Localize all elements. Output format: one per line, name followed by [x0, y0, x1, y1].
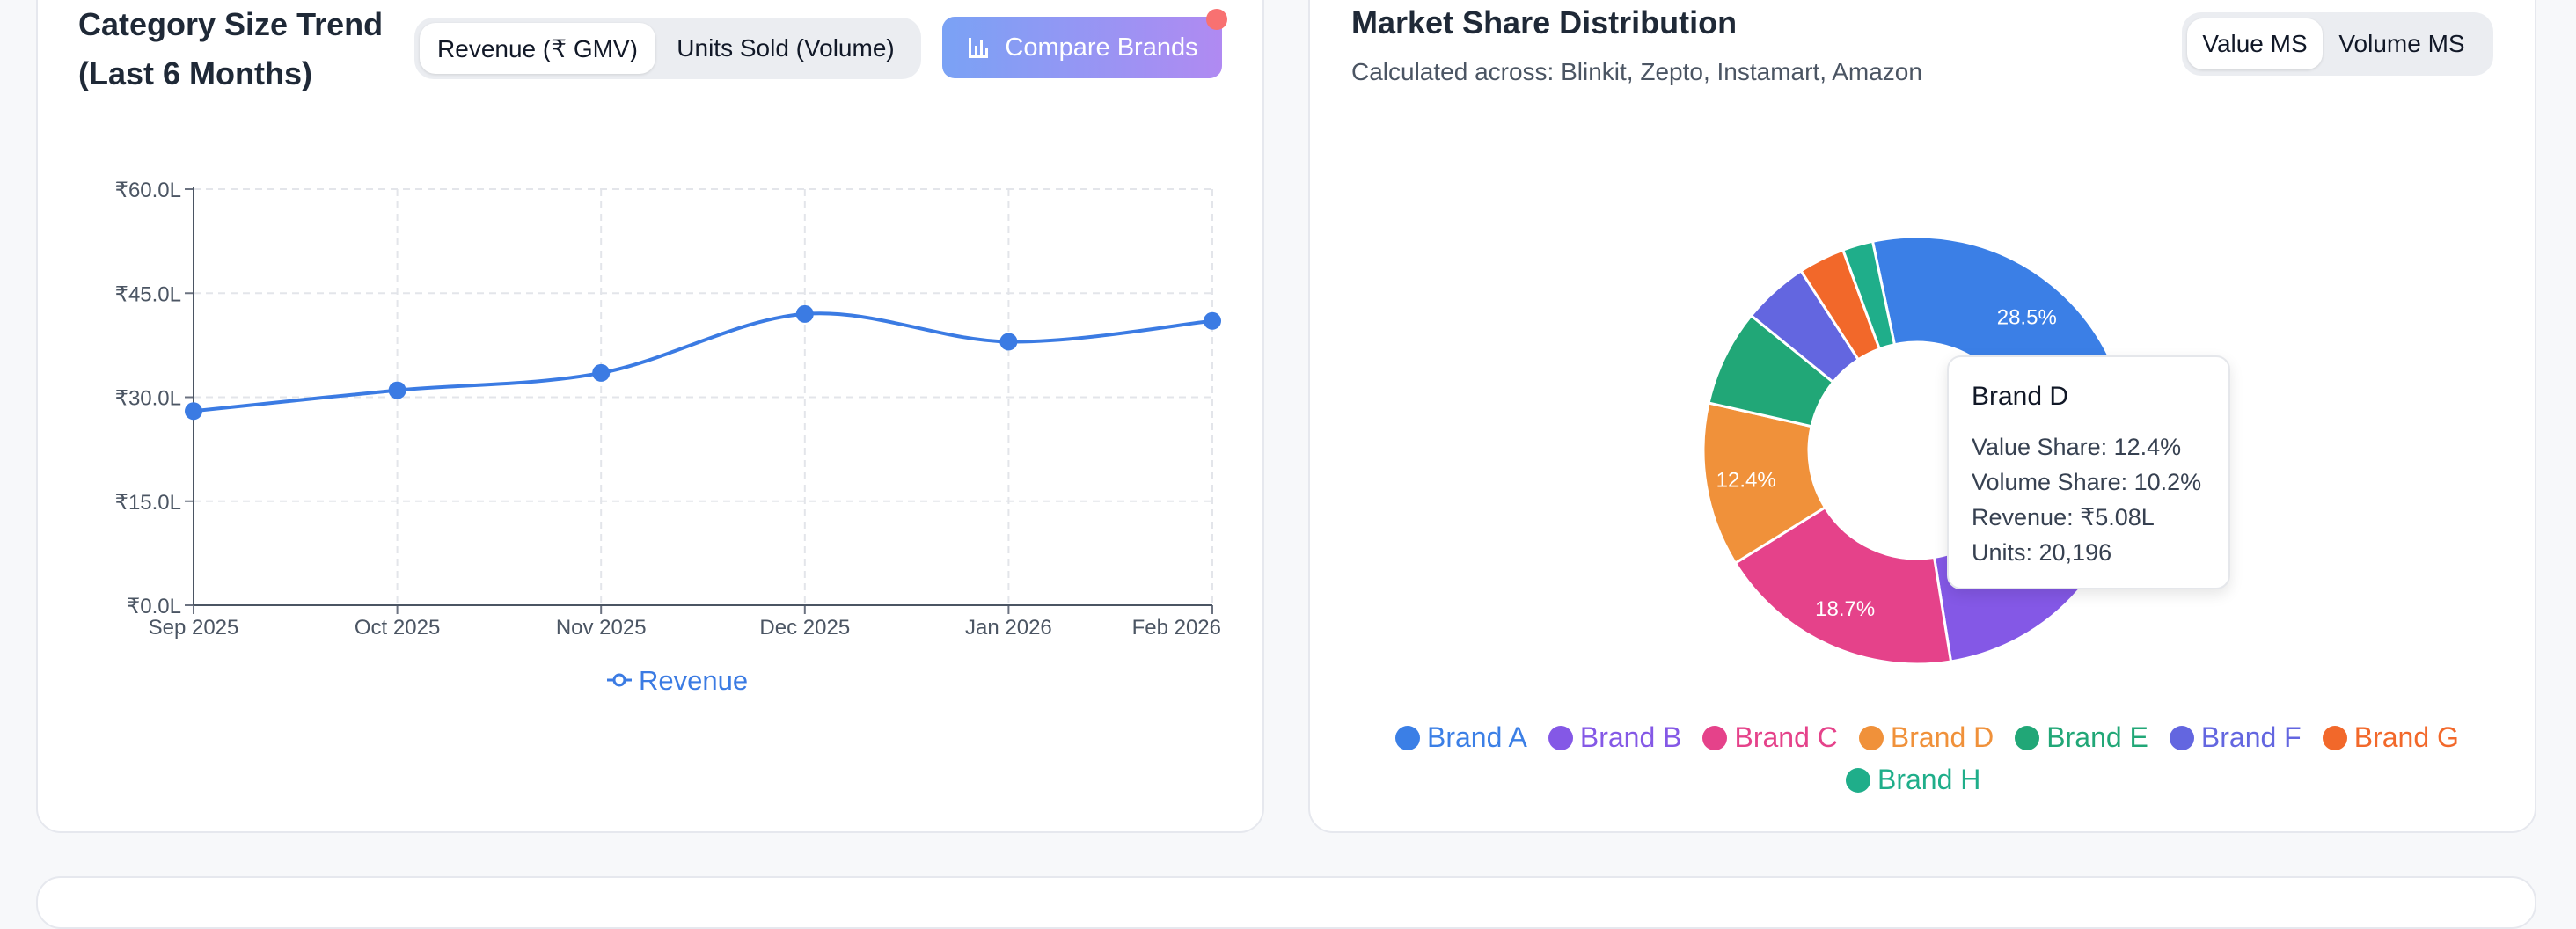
- metric-toggle: Revenue (₹ GMV) Units Sold (Volume): [414, 18, 921, 79]
- revenue-data-point[interactable]: [388, 381, 406, 399]
- x-tick-label: Nov 2025: [556, 616, 647, 640]
- tooltip-value-share: Value Share: 12.4%: [1972, 434, 2182, 460]
- revenue-data-point[interactable]: [795, 304, 814, 323]
- notification-dot: [1206, 9, 1227, 30]
- slice-percent-label: 12.4%: [1716, 468, 1776, 492]
- legend-color-dot: [2169, 725, 2194, 750]
- toggle-revenue[interactable]: Revenue (₹ GMV): [420, 23, 655, 74]
- x-tick-label: Feb 2026: [1132, 616, 1221, 640]
- compare-brands-button[interactable]: Compare Brands: [942, 17, 1222, 78]
- slice-percent-label: 28.5%: [1997, 306, 2057, 330]
- legend-item-brand-f[interactable]: Brand F: [2169, 721, 2302, 754]
- toggle-units[interactable]: Units Sold (Volume): [677, 34, 895, 62]
- donut-slice-brand-c[interactable]: [1733, 505, 1953, 666]
- x-tick-label: Jan 2026: [965, 616, 1052, 640]
- category-trend-card: [36, 0, 1264, 833]
- tooltip-volume-share: Volume Share: 10.2%: [1972, 469, 2202, 495]
- legend-color-dot: [1846, 767, 1870, 793]
- toggle-volume-ms[interactable]: Volume MS: [2338, 30, 2465, 57]
- legend-label: Brand D: [1890, 721, 1994, 753]
- y-tick-label: ₹60.0L: [115, 179, 181, 202]
- legend-item-brand-c[interactable]: Brand C: [1702, 721, 1838, 754]
- tooltip-units: Units: 20,196: [1972, 539, 2112, 566]
- legend-item-brand-e[interactable]: Brand E: [2015, 721, 2148, 754]
- legend-revenue-label[interactable]: Revenue: [639, 665, 748, 696]
- legend-label: Brand B: [1579, 721, 1682, 753]
- y-tick-label: ₹45.0L: [115, 282, 181, 306]
- revenue-data-point[interactable]: [999, 333, 1018, 351]
- legend-item-brand-a[interactable]: Brand A: [1395, 721, 1527, 754]
- x-tick-label: Oct 2025: [355, 616, 440, 640]
- legend-item-brand-d[interactable]: Brand D: [1858, 721, 1994, 754]
- slice-percent-label: 18.7%: [1815, 597, 1875, 621]
- legend-color-dot: [2322, 725, 2347, 750]
- market-share-card: [1308, 0, 2536, 833]
- legend-color-dot: [1702, 725, 1728, 750]
- market-share-donut: 28.5%22.3%18.7%12.4%: [1701, 235, 2133, 666]
- legend-label: Brand A: [1427, 721, 1527, 753]
- x-tick-label: Sep 2025: [149, 616, 239, 640]
- legend-color-dot: [2015, 725, 2040, 750]
- revenue-data-point[interactable]: [1204, 311, 1221, 330]
- donut-legend-row-1: Brand A Brand B Brand C Brand D Brand E Brand…: [1395, 721, 2459, 754]
- revenue-data-point[interactable]: [592, 363, 611, 382]
- revenue-line-chart: ₹0.0L ₹15.0L ₹30.0L ₹45.0L ₹60.0L Sep 2025 Oct…: [115, 179, 1221, 696]
- bar-chart-icon: [969, 38, 989, 58]
- legend-item-brand-b[interactable]: Brand B: [1548, 721, 1682, 754]
- donut-slice-brand-h[interactable]: [1841, 239, 1897, 351]
- y-tick-label: ₹30.0L: [115, 387, 181, 411]
- legend-label: Brand G: [2353, 721, 2459, 753]
- legend-item-brand-h[interactable]: Brand H: [1846, 764, 1980, 796]
- legend-marker-icon: [612, 673, 626, 687]
- revenue-data-point[interactable]: [185, 402, 202, 421]
- legend-label: Brand C: [1734, 721, 1838, 753]
- compare-brands-label: Compare Brands: [1005, 33, 1198, 62]
- market-share-title: Market Share Distribution: [1351, 4, 1738, 40]
- market-share-subtitle: Calculated across: Blinkit, Zepto, Insta…: [1351, 58, 1922, 85]
- legend-item-brand-g[interactable]: Brand G: [2322, 721, 2459, 754]
- y-tick-label: ₹0.0L: [127, 595, 181, 618]
- trend-title: Category Size Trend (Last 6 Months): [78, 6, 384, 91]
- next-card: [36, 876, 2536, 929]
- share-toggle: Value MS Volume MS: [2182, 12, 2493, 76]
- y-tick-label: ₹15.0L: [115, 491, 181, 515]
- tooltip-revenue: Revenue: ₹5.08L: [1972, 504, 2155, 530]
- legend-label: Brand H: [1877, 764, 1981, 795]
- x-tick-label: Dec 2025: [759, 616, 850, 640]
- toggle-value-ms[interactable]: Value MS: [2187, 18, 2323, 69]
- donut-legend-row-2: Brand H: [1846, 764, 1980, 796]
- legend-color-dot: [1858, 725, 1884, 750]
- legend-color-dot: [1548, 725, 1573, 750]
- legend-label: Brand F: [2200, 721, 2302, 753]
- legend-label: Brand E: [2046, 721, 2148, 753]
- legend-color-dot: [1395, 725, 1420, 750]
- brand-tooltip: Brand D Value Share: 12.4% Volume Share:…: [1947, 355, 2230, 589]
- tooltip-title: Brand D: [1972, 382, 2069, 411]
- revenue-series-line: [193, 311, 1213, 413]
